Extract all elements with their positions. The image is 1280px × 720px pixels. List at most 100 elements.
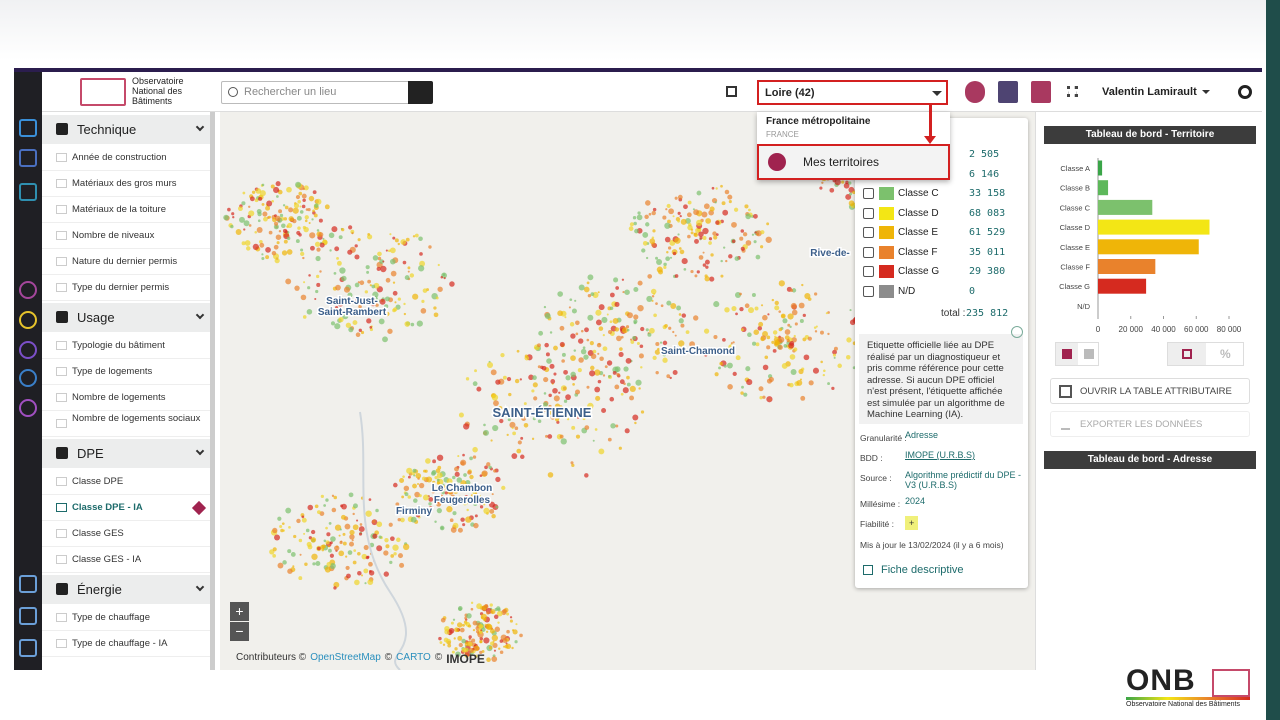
layer-item[interactable]: Type de chauffage - IA (42, 631, 210, 657)
building-dot (393, 552, 397, 556)
building-dot (347, 292, 353, 298)
legend-checkbox[interactable] (863, 207, 874, 219)
building-dot (624, 428, 630, 434)
building-dot (650, 288, 657, 295)
legend-checkbox[interactable] (863, 285, 874, 297)
territory-select[interactable]: Loire (42) (757, 80, 948, 105)
home-icon[interactable] (965, 81, 985, 103)
building-dot (316, 247, 321, 252)
rail-icon[interactable] (19, 639, 37, 657)
building-dot (580, 329, 584, 333)
layer-item[interactable]: Matériaux de la toiture (42, 197, 210, 223)
legend-checkbox[interactable] (863, 188, 874, 199)
layer-item[interactable]: Nombre de logements sociaux (42, 411, 210, 437)
section-header[interactable]: Énergie (42, 575, 210, 604)
layer-item[interactable]: Classe GES - IA (42, 547, 210, 573)
building-dot (351, 311, 357, 317)
legend-checkbox[interactable] (863, 266, 874, 277)
building-dot (653, 292, 656, 295)
building-dot (489, 509, 495, 514)
building-dot (752, 341, 757, 346)
section-header[interactable]: Technique (42, 115, 210, 144)
rail-icon[interactable] (19, 183, 37, 201)
apps-icon[interactable] (1067, 86, 1078, 97)
zoom-button[interactable]: − (230, 622, 249, 641)
layer-item[interactable]: Typologie du bâtiment (42, 333, 210, 359)
layer-item[interactable]: Nature du dernier permis (42, 249, 210, 275)
meta-value: + (905, 516, 919, 530)
layer-item[interactable]: Matériaux des gros murs (42, 171, 210, 197)
layer-item[interactable]: Classe GES (42, 521, 210, 547)
building-dot (634, 421, 637, 425)
settings-icon[interactable] (1238, 85, 1252, 99)
fiche-link[interactable]: Fiche descriptive (881, 564, 964, 576)
building-dot (298, 191, 303, 196)
user-name[interactable]: Valentin Lamirault (1102, 86, 1197, 98)
open-table-button[interactable]: OUVRIR LA TABLE ATTRIBUTAIRE (1050, 378, 1250, 404)
building-dot (642, 240, 648, 246)
layer-icon (56, 341, 67, 350)
building-dot (377, 251, 382, 257)
chart-icon[interactable] (998, 81, 1018, 103)
building-dot (425, 458, 431, 464)
rail-icon[interactable] (19, 369, 37, 387)
building-dot (702, 251, 705, 254)
layer-item[interactable]: Année de construction (42, 145, 210, 171)
building-dot (614, 327, 620, 332)
layer-icon (56, 639, 67, 648)
building-dot (303, 532, 306, 535)
building-dot (352, 512, 355, 516)
rail-icon[interactable] (19, 575, 37, 593)
filter-icon[interactable] (1031, 81, 1051, 103)
section-header[interactable]: DPE (42, 439, 210, 468)
rail-icon[interactable] (19, 281, 37, 299)
building-dot (287, 222, 293, 229)
building-dot (371, 284, 376, 289)
map-label: Saint-Rambert (318, 307, 387, 318)
zoom-button[interactable]: + (230, 602, 249, 621)
building-dot (590, 353, 597, 360)
attribution-part[interactable]: CARTO (396, 652, 431, 663)
legend-checkbox[interactable] (863, 246, 874, 258)
building-dot (380, 265, 387, 273)
locate-button[interactable] (408, 81, 433, 104)
toggle-count[interactable] (1168, 343, 1206, 365)
mes-territoires[interactable]: Mes territoires (757, 144, 950, 180)
building-dot (807, 336, 812, 341)
building-dot (674, 196, 678, 200)
building-dot (760, 336, 765, 342)
building-dot (592, 349, 597, 354)
layer-item[interactable]: Classe DPE (42, 469, 210, 495)
toggle-parcel-icon[interactable] (1084, 349, 1094, 359)
building-dot (483, 637, 490, 644)
rail-icon[interactable] (19, 399, 37, 417)
section-header[interactable]: Usage (42, 303, 210, 332)
building-dot (494, 607, 498, 612)
building-dot (814, 292, 818, 296)
toggle-percent[interactable]: % (1220, 347, 1231, 361)
rail-icon[interactable] (19, 119, 37, 137)
layer-item[interactable]: Nombre de logements (42, 385, 210, 411)
layer-item[interactable]: Type de logements (42, 359, 210, 385)
building-dot (274, 534, 281, 541)
search-box[interactable]: Rechercher un lieu (221, 81, 433, 104)
rail-icon[interactable] (19, 149, 37, 167)
building-dot (715, 187, 718, 190)
legend-checkbox[interactable] (863, 227, 874, 238)
building-dot (485, 630, 489, 633)
layer-item[interactable]: Type de chauffage (42, 605, 210, 631)
rail-icon[interactable] (19, 341, 37, 359)
layer-item[interactable]: Nombre de niveaux (42, 223, 210, 249)
layer-item[interactable]: Type du dernier permis (42, 275, 210, 301)
building-dot (479, 474, 483, 478)
building-dot (230, 224, 234, 229)
rail-icon[interactable] (19, 607, 37, 625)
layer-item[interactable]: Classe DPE - IA (42, 495, 210, 521)
attribution-part[interactable]: OpenStreetMap (310, 652, 381, 663)
export-button[interactable]: EXPORTER LES DONNÉES (1050, 411, 1250, 437)
fullscreen-icon[interactable] (726, 86, 737, 97)
building-dot (493, 614, 499, 620)
rail-icon[interactable] (19, 311, 37, 329)
building-dot (483, 503, 486, 506)
dropdown-title[interactable]: France métropolitaine (766, 116, 871, 127)
